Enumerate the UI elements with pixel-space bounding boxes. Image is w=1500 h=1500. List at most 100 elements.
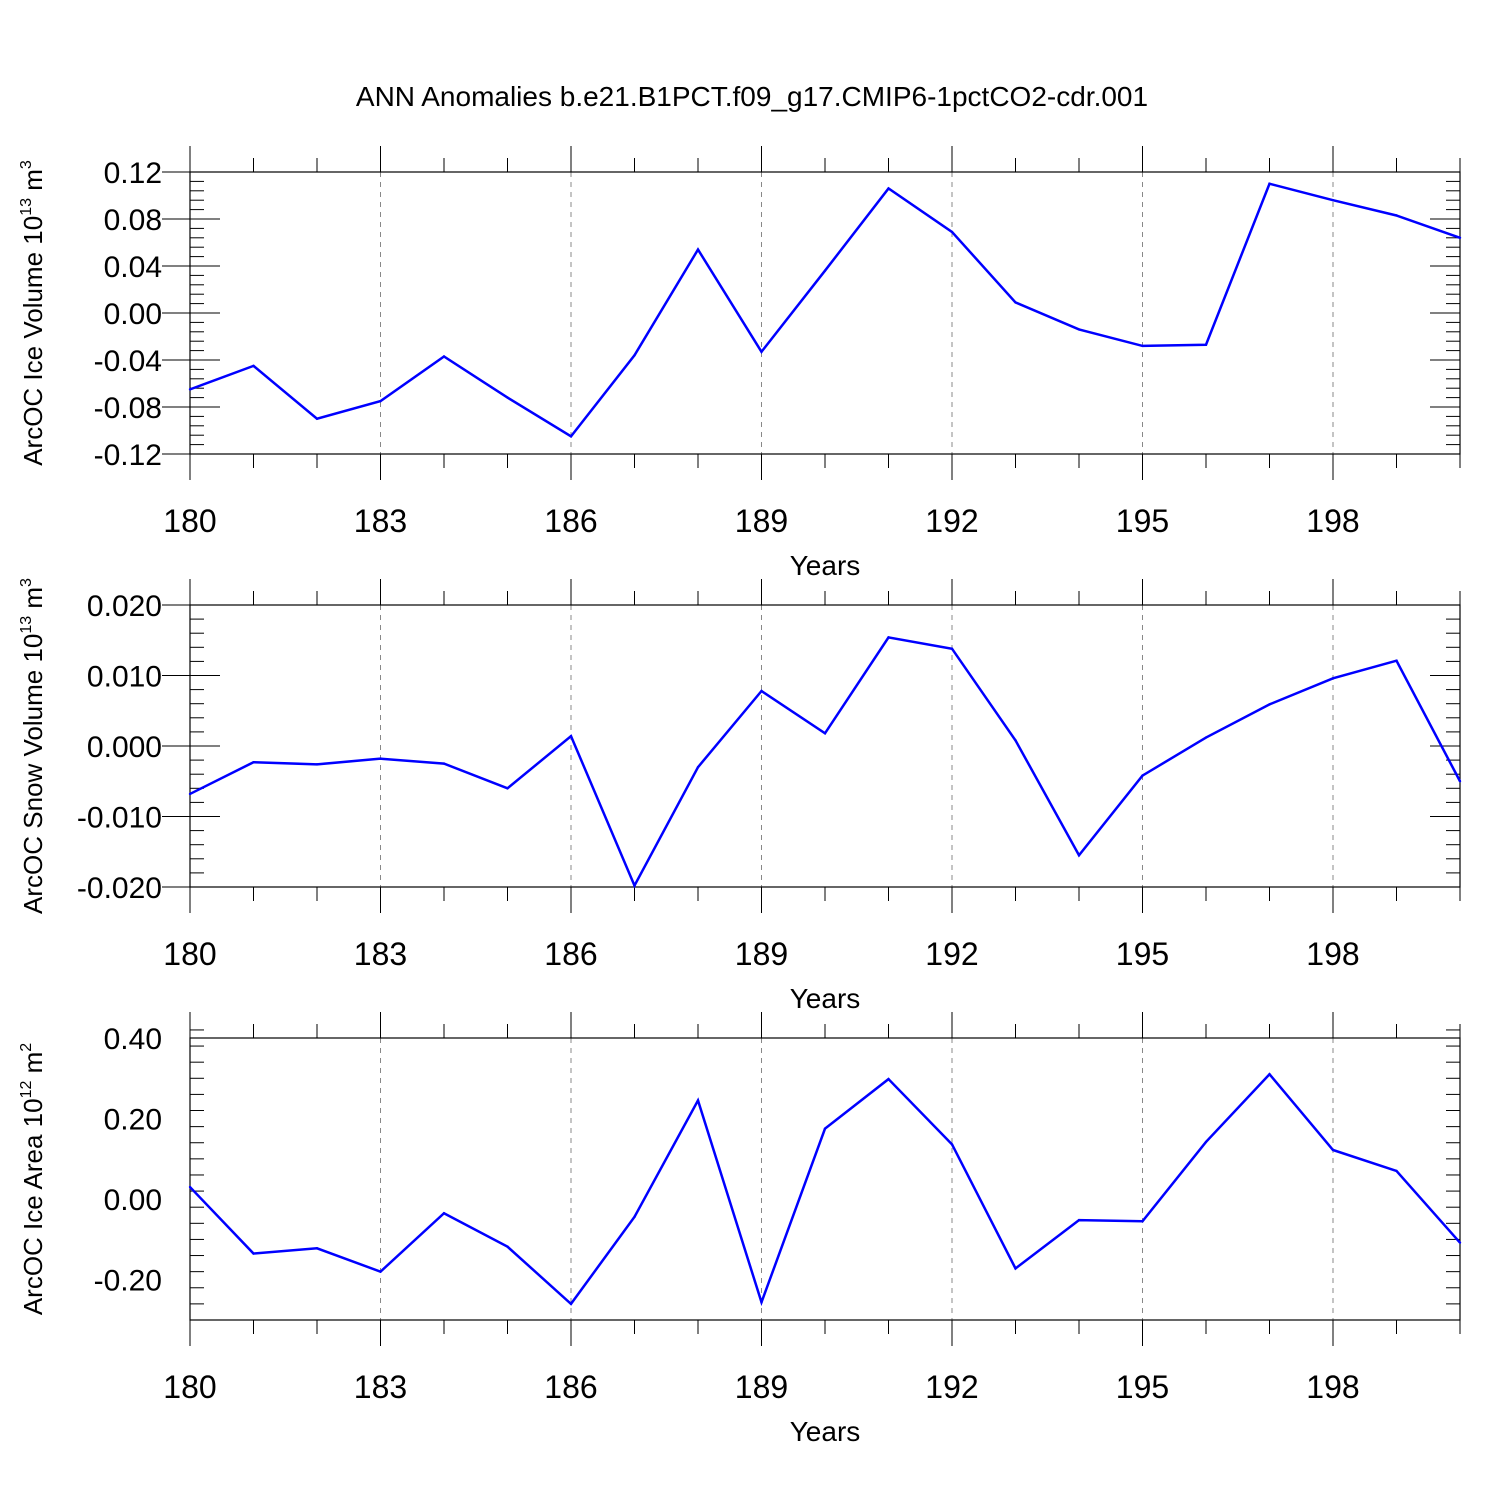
data-point	[1268, 1073, 1271, 1076]
data-point	[950, 1143, 954, 1146]
y-tick-label: 0.20	[104, 1104, 162, 1137]
data-point	[760, 350, 763, 353]
data-point	[1077, 854, 1081, 857]
x-tick-label: 183	[354, 936, 407, 972]
x-tick-label: 192	[925, 503, 978, 539]
data-point	[887, 187, 890, 190]
data-point	[1458, 780, 1462, 783]
data-point	[442, 355, 446, 358]
y-tick-label: 0.12	[104, 157, 162, 190]
data-point	[1395, 1169, 1398, 1173]
data-point	[1204, 1140, 1208, 1144]
data-point	[379, 399, 382, 403]
data-point	[315, 763, 319, 766]
y-tick-label: -0.010	[77, 802, 162, 835]
x-tick-label: 198	[1306, 503, 1359, 539]
data-point	[696, 765, 700, 769]
data-point	[315, 417, 319, 420]
data-point	[696, 248, 700, 251]
x-tick-label: 186	[544, 503, 597, 539]
y-tick-label: -0.12	[94, 439, 162, 472]
data-point	[1268, 182, 1271, 185]
data-point	[1331, 199, 1335, 202]
x-tick-label: 195	[1116, 1369, 1169, 1405]
data-point	[1141, 344, 1144, 348]
data-point	[1204, 343, 1208, 346]
chart-panel-2: -0.020 -0.010 0.000 0.010 0.020 180 183 186 189 1…	[18, 578, 1462, 1014]
data-point	[506, 396, 509, 399]
data-point	[188, 388, 192, 391]
data-point	[569, 1302, 573, 1306]
data-point	[1268, 703, 1271, 706]
data-point	[1077, 1218, 1081, 1222]
x-tick-label: 189	[735, 936, 788, 972]
x-axis-label: Years	[790, 983, 861, 1014]
y-tick-label: 0.000	[87, 731, 162, 764]
data-point	[1458, 236, 1462, 239]
data-point	[1077, 328, 1081, 331]
x-tick-label: 195	[1116, 503, 1169, 539]
data-point	[1014, 739, 1017, 742]
y-tick-label: 0.40	[104, 1023, 162, 1056]
data-point	[633, 1215, 636, 1219]
x-axis-label: Years	[790, 1416, 861, 1447]
x-tick-label: 192	[925, 1369, 978, 1405]
x-tick-label: 180	[163, 503, 216, 539]
x-tick-label: 186	[544, 936, 597, 972]
data-point	[696, 1099, 700, 1102]
data-point	[1141, 1220, 1144, 1223]
data-point	[950, 647, 954, 650]
chart-title: ANN Anomalies b.e21.B1PCT.f09_g17.CMIP6-…	[356, 81, 1148, 112]
data-point	[633, 884, 636, 887]
data-point	[760, 689, 763, 693]
data-point	[1141, 774, 1144, 777]
y-tick-label: 0.020	[87, 590, 162, 623]
data-point	[188, 1185, 192, 1189]
y-axis-label: ArcOC Ice Area 1012 m2	[18, 1043, 48, 1315]
data-point	[442, 1212, 446, 1215]
data-point	[442, 762, 446, 765]
data-point	[1395, 214, 1398, 217]
x-tick-label: 183	[354, 503, 407, 539]
data-point	[823, 1127, 827, 1130]
data-point	[633, 354, 636, 357]
data-point	[1458, 1241, 1462, 1244]
chart-panel-3: -0.20 0.00 0.20 0.40 180 183 186 189 192 195 198 Ye…	[18, 1012, 1462, 1447]
data-point	[252, 1252, 255, 1255]
data-point	[823, 732, 827, 735]
data-point	[252, 761, 255, 764]
y-axis-label: ArcOC Snow Volume 1013 m3	[18, 578, 48, 914]
y-tick-label: -0.20	[94, 1265, 162, 1298]
data-series-line	[189, 182, 1461, 439]
data-point	[252, 364, 255, 368]
data-point	[1331, 1148, 1335, 1152]
data-point	[188, 792, 192, 796]
data-point	[1331, 677, 1335, 680]
y-tick-label: 0.00	[104, 1184, 162, 1217]
x-tick-label: 180	[163, 1369, 216, 1405]
data-point	[1014, 301, 1017, 304]
x-tick-label: 189	[735, 503, 788, 539]
y-tick-label: -0.08	[94, 392, 162, 425]
data-point	[506, 1245, 509, 1248]
data-point	[379, 757, 382, 760]
x-tick-label: 192	[925, 936, 978, 972]
chart-panel-1: -0.12 -0.08 -0.04 0.00 0.04 0.08 0.12 180 183 186…	[18, 146, 1462, 581]
x-tick-label: 198	[1306, 936, 1359, 972]
data-point	[506, 787, 509, 790]
x-tick-label: 189	[735, 1369, 788, 1405]
x-axis-label: Years	[790, 550, 861, 581]
data-point	[760, 1301, 763, 1304]
x-tick-label: 180	[163, 936, 216, 972]
y-tick-label: 0.010	[87, 661, 162, 694]
y-tick-label: -0.04	[94, 345, 162, 378]
x-tick-label: 198	[1306, 1369, 1359, 1405]
data-point	[823, 269, 827, 272]
data-point	[1395, 659, 1398, 662]
data-point	[1014, 1267, 1017, 1270]
data-point	[315, 1247, 319, 1250]
data-point	[379, 1270, 382, 1273]
x-tick-label: 183	[354, 1369, 407, 1405]
y-tick-label: -0.020	[77, 872, 162, 905]
